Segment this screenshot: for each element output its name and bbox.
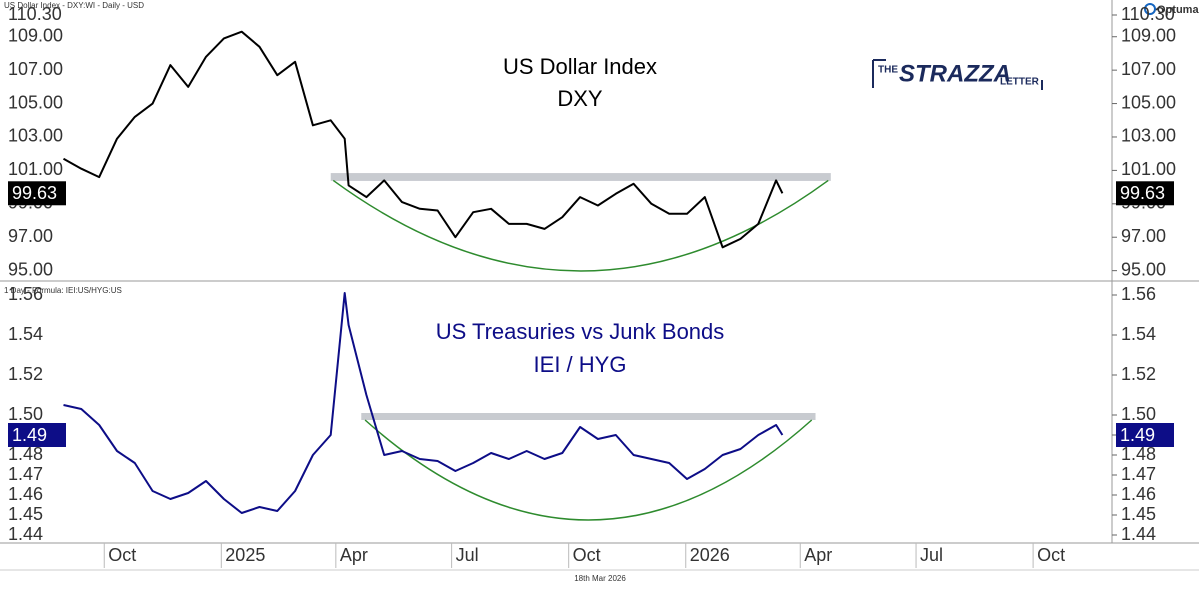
y-tick-label: 103.00 [8, 126, 63, 146]
y-tick-label: 1.46 [8, 484, 43, 504]
x-tick-label: 2026 [690, 545, 730, 565]
y-tick-label: 107.00 [8, 59, 63, 79]
x-tick-label: Jul [456, 545, 479, 565]
y-tick-label: 1.44 [8, 524, 43, 544]
x-tick-label: Jul [920, 545, 943, 565]
y-tick-label: 1.44 [1121, 524, 1156, 544]
resistance-band [330, 173, 831, 181]
y-tick-label: 1.48 [8, 444, 43, 464]
brand-letter: LETTER [1000, 77, 1040, 88]
y-tick-label: 101.00 [1121, 159, 1176, 179]
y-tick-label: 1.47 [1121, 464, 1156, 484]
y-tick-label: 109.00 [8, 25, 63, 45]
last-value-box [1116, 423, 1174, 447]
y-tick-label: 1.52 [1121, 364, 1156, 384]
series-line [63, 30, 784, 249]
y-tick-label: 1.45 [8, 504, 43, 524]
y-tick-label: 109.00 [1121, 25, 1176, 45]
y-tick-label: 1.54 [8, 324, 43, 344]
y-tick-label: 1.48 [1121, 444, 1156, 464]
footer-date: 18th Mar 2026 [574, 574, 626, 583]
logo-icon [1144, 3, 1156, 15]
brand-the: THE [878, 65, 898, 76]
y-tick-label: 1.46 [1121, 484, 1156, 504]
support-arc [332, 179, 829, 272]
y-tick-label: 1.45 [1121, 504, 1156, 524]
y-tick-label: 105.00 [8, 92, 63, 112]
y-tick-label: 107.00 [1121, 59, 1176, 79]
y-tick-label: 1.56 [8, 284, 43, 304]
y-tick-label: 1.54 [1121, 324, 1156, 344]
chart-title: US Dollar Index [503, 54, 657, 79]
y-tick-label: 1.52 [8, 364, 43, 384]
y-tick-label: 95.00 [8, 259, 53, 279]
support-arc [364, 419, 813, 521]
x-tick-label: Oct [108, 545, 136, 565]
x-tick-label: Apr [804, 545, 832, 565]
y-tick-label: 1.50 [8, 404, 43, 424]
y-tick-label: 97.00 [8, 226, 53, 246]
y-tick-label: 1.47 [8, 464, 43, 484]
optuma-logo: Optuma [1144, 3, 1199, 16]
last-value-label: 1.49 [1120, 425, 1155, 445]
last-value-label: 99.63 [1120, 183, 1165, 203]
chart-subtitle: US Dollar Index - DXY:WI - Daily - USD [4, 1, 144, 10]
y-tick-label: 95.00 [1121, 259, 1166, 279]
y-tick-label: 1.56 [1121, 284, 1156, 304]
x-tick-label: 2025 [225, 545, 265, 565]
chart-title: US Treasuries vs Junk Bonds [436, 319, 725, 344]
brand: THE STRAZZA LETTER [872, 59, 1043, 90]
y-tick-label: 97.00 [1121, 226, 1166, 246]
last-value-label: 1.49 [12, 425, 47, 445]
last-value-box [8, 423, 66, 447]
chart-title: IEI / HYG [534, 352, 627, 377]
y-tick-label: 110.30 [8, 4, 62, 24]
last-value-box [1116, 181, 1174, 206]
y-tick-label: 105.00 [1121, 92, 1176, 112]
y-tick-label: 1.50 [1121, 404, 1156, 424]
x-tick-label: Oct [573, 545, 601, 565]
chart-title: DXY [557, 86, 603, 111]
brand-strazza: STRAZZA [899, 60, 1011, 87]
logo-text: Optuma [1157, 4, 1199, 16]
last-value-box [8, 181, 66, 206]
series-line [63, 292, 784, 514]
x-tick-label: Oct [1037, 545, 1065, 565]
resistance-band [361, 413, 816, 420]
chart-subtitle: 1 Day - Formula: IEI:US/HYG:US [4, 286, 122, 295]
y-tick-label: 103.00 [1121, 126, 1176, 146]
x-tick-label: Apr [340, 545, 368, 565]
y-tick-label: 101.00 [8, 159, 63, 179]
y-tick-label: 110.30 [1121, 4, 1175, 24]
last-value-label: 99.63 [12, 183, 57, 203]
